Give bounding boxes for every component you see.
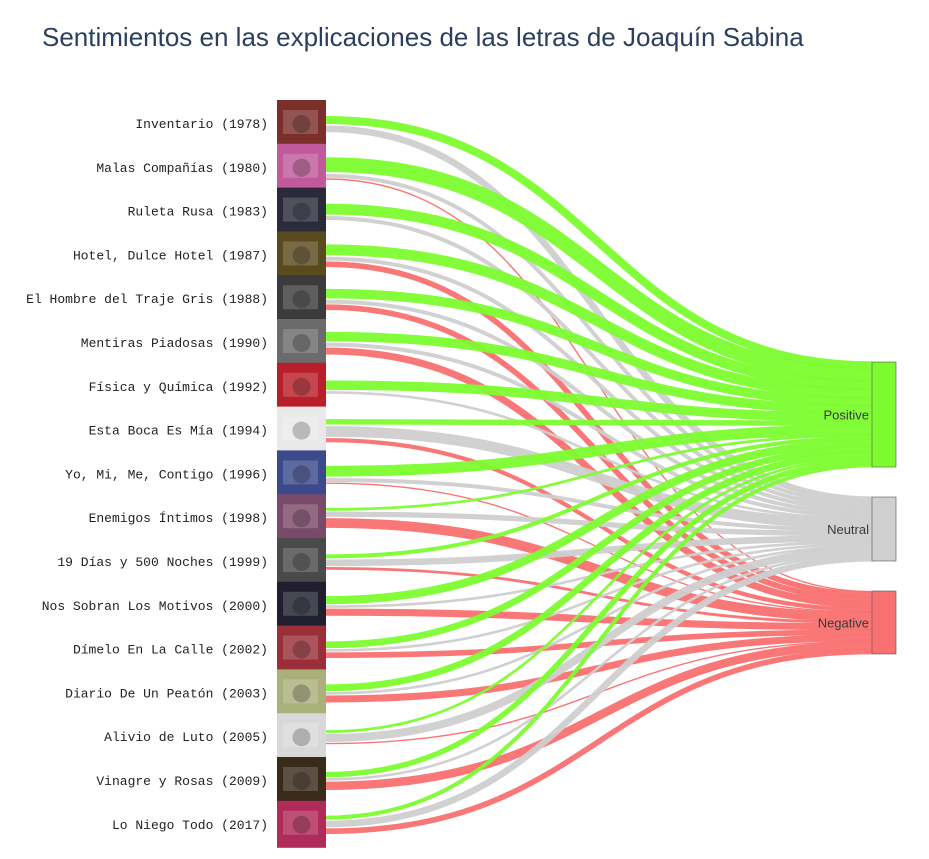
- album-label: 19 Días y 500 Noches (1999): [57, 555, 268, 570]
- album-label: El Hombre del Traje Gris (1988): [26, 292, 268, 307]
- sentiment-node-negative[interactable]: [871, 590, 897, 655]
- sentiment-nodes: Positive Neutral Negative: [818, 361, 897, 655]
- album-cover[interactable]: [277, 275, 326, 323]
- album-label: Lo Niego Todo (2017): [112, 818, 268, 833]
- album-cover[interactable]: [277, 494, 326, 542]
- flow-link-positive[interactable]: [325, 435, 873, 559]
- flow-link-positive[interactable]: [325, 380, 873, 422]
- flow-link-positive[interactable]: [325, 331, 873, 415]
- album-cover[interactable]: [277, 100, 326, 147]
- flow-link-positive[interactable]: [325, 458, 873, 778]
- flow-link-neutral[interactable]: [325, 542, 873, 652]
- album-cover[interactable]: [277, 450, 326, 498]
- album-cover[interactable]: [277, 406, 326, 454]
- flow-link-positive[interactable]: [325, 445, 873, 649]
- flow-link-positive[interactable]: [325, 451, 873, 692]
- flow-link-neutral[interactable]: [325, 478, 873, 533]
- flow-link-positive[interactable]: [325, 463, 873, 820]
- sankey-links: [325, 115, 873, 835]
- flow-link-negative[interactable]: [325, 648, 873, 835]
- album-cover[interactable]: [277, 362, 326, 410]
- album-label: Nos Sobran Los Motivos (2000): [42, 599, 268, 614]
- flow-link-positive[interactable]: [325, 438, 873, 605]
- flow-link-positive[interactable]: [325, 157, 873, 382]
- album-cover[interactable]: [277, 538, 326, 585]
- flow-link-positive[interactable]: [325, 115, 873, 370]
- album-cover[interactable]: [277, 319, 326, 366]
- album-cover[interactable]: [277, 231, 326, 279]
- album-label: Ruleta Rusa (1983): [128, 205, 268, 220]
- album-label: Enemigos Íntimos (1998): [89, 511, 268, 526]
- flow-link-negative[interactable]: [325, 641, 873, 791]
- flow-link-neutral[interactable]: [325, 553, 873, 781]
- flow-link-neutral[interactable]: [325, 342, 873, 519]
- sentiment-node-neutral[interactable]: [871, 496, 897, 562]
- album-cover[interactable]: [277, 581, 326, 629]
- album-label: Esta Boca Es Mía (1994): [89, 424, 268, 439]
- flow-link-positive[interactable]: [325, 424, 873, 477]
- flow-link-positive[interactable]: [325, 288, 873, 407]
- album-cover[interactable]: [277, 713, 326, 761]
- album-label: Dímelo En La Calle (2002): [73, 643, 268, 658]
- album-covers: [277, 100, 326, 848]
- album-cover[interactable]: [277, 187, 326, 235]
- album-cover[interactable]: [277, 625, 326, 673]
- chart-title: Sentimientos en las explicaciones de las…: [42, 22, 804, 52]
- album-cover[interactable]: [277, 800, 326, 848]
- album-cover[interactable]: [277, 757, 326, 804]
- flow-link-neutral[interactable]: [325, 299, 873, 516]
- album-cover[interactable]: [277, 143, 326, 191]
- album-label: Yo, Mi, Me, Contigo (1996): [65, 467, 268, 482]
- flow-link-neutral[interactable]: [325, 216, 873, 509]
- album-label: Malas Compañías (1980): [96, 161, 268, 176]
- flow-link-neutral[interactable]: [325, 256, 873, 513]
- album-labels: Inventario (1978) Malas Compañías (1980) R…: [26, 117, 268, 833]
- flow-link-positive[interactable]: [325, 203, 873, 391]
- album-label: Mentiras Piadosas (1990): [81, 336, 268, 351]
- album-label: Vinagre y Rosas (2009): [96, 774, 268, 789]
- album-label: Diario De Un Peatón (2003): [65, 686, 268, 701]
- sentiment-label-neutral: Neutral: [827, 522, 869, 537]
- sentiment-label-negative: Negative: [818, 616, 869, 631]
- flow-link-neutral[interactable]: [325, 555, 873, 828]
- album-cover[interactable]: [277, 669, 326, 717]
- album-label: Alivio de Luto (2005): [104, 730, 268, 745]
- flow-link-positive[interactable]: [325, 433, 873, 511]
- flow-link-positive[interactable]: [325, 419, 873, 426]
- album-label: Física y Química (1992): [89, 380, 268, 395]
- album-label: Hotel, Dulce Hotel (1987): [73, 248, 268, 263]
- flow-link-positive[interactable]: [325, 244, 873, 400]
- sentiment-node-positive[interactable]: [871, 361, 897, 468]
- flow-link-neutral[interactable]: [325, 426, 873, 530]
- album-label: Inventario (1978): [135, 117, 268, 132]
- flow-link-positive[interactable]: [325, 456, 873, 733]
- sentiment-label-positive: Positive: [823, 408, 869, 423]
